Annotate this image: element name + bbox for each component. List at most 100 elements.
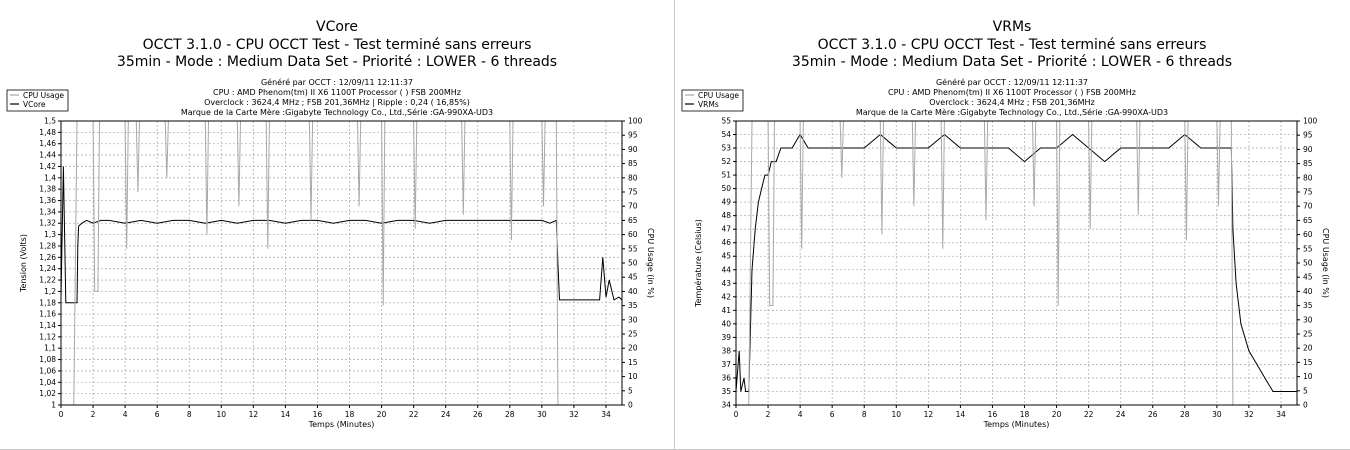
chart-title: VCore [316, 19, 358, 35]
y-tick-label: 1,28 [39, 241, 56, 250]
y2-tick-label: 65 [628, 216, 638, 225]
x-tick-label: 26 [1148, 410, 1158, 419]
x-tick-label: 14 [956, 410, 966, 419]
x-tick-label: 20 [377, 410, 387, 419]
y2-tick-label: 100 [1303, 117, 1318, 126]
y-tick-label: 1,36 [39, 196, 56, 205]
y-tick-label: 1,06 [39, 366, 56, 375]
y2-tick-label: 50 [628, 259, 638, 268]
x-tick-label: 0 [59, 410, 64, 419]
chart-title: VRMs [992, 19, 1032, 35]
y2-tick-label: 0 [1303, 401, 1308, 410]
info-overclock: Overclock : 3624,4 MHz ; FSB 201,36MHz |… [204, 98, 470, 107]
y-tick-label: 1,38 [39, 185, 56, 194]
y-tick-label: 48 [721, 211, 731, 220]
y-tick-label: 1,32 [39, 219, 56, 228]
x-tick-label: 30 [1212, 410, 1222, 419]
y-tick-label: 1,46 [39, 139, 56, 148]
x-tick-label: 32 [1244, 410, 1254, 419]
info-generated: Généré par OCCT : 12/09/11 12:11:37 [260, 78, 414, 87]
x-tick-label: 0 [734, 410, 739, 419]
y2-tick-label: 70 [628, 202, 638, 211]
y-tick-label: 43 [721, 279, 731, 288]
x-tick-label: 4 [798, 410, 803, 419]
y2-tick-label: 85 [628, 159, 638, 168]
chart-subtitle-2: 35min - Mode : Medium Data Set - Priorit… [791, 54, 1233, 70]
y2-tick-label: 40 [628, 287, 638, 296]
x-tick-label: 12 [924, 410, 934, 419]
y2-tick-label: 65 [1303, 216, 1313, 225]
y-tick-label: 53 [721, 144, 731, 153]
y-tick-label: 51 [721, 171, 731, 180]
x-tick-label: 6 [155, 410, 160, 419]
y-tick-label: 37 [721, 360, 731, 369]
y2-tick-label: 25 [1303, 330, 1313, 339]
y2-tick-label: 75 [628, 188, 638, 197]
y2-tick-label: 10 [628, 372, 638, 381]
y-tick-label: 41 [721, 306, 731, 315]
y-tick-label: 1,24 [39, 264, 56, 273]
x-tick-label: 10 [892, 410, 902, 419]
x-tick-label: 12 [249, 410, 259, 419]
x-tick-label: 2 [766, 410, 771, 419]
x-axis-label: Temps (Minutes) [983, 420, 1050, 429]
chart-subtitle-1: OCCT 3.1.0 - CPU OCCT Test - Test termin… [142, 37, 532, 53]
series-line-vrms [735, 133, 1297, 392]
y-tick-label: 1,1 [44, 344, 56, 353]
y2-tick-label: 10 [1303, 372, 1313, 381]
x-tick-label: 24 [1116, 410, 1126, 419]
y-tick-label: 1,12 [39, 332, 56, 341]
legend-box [681, 89, 744, 112]
y2-tick-label: 40 [1303, 287, 1313, 296]
y-tick-label: 1,5 [44, 117, 56, 126]
y-tick-label: 34 [721, 401, 731, 410]
y2-tick-label: 90 [1303, 145, 1313, 154]
y-tick-label: 46 [721, 238, 731, 247]
y-tick-label: 1,4 [44, 173, 56, 182]
y-tick-label: 1,34 [39, 207, 56, 216]
vrms-plot: 3435363738394041424344454647484950515253… [681, 89, 1330, 429]
x-tick-label: 2 [91, 410, 96, 419]
info-cpu: CPU : AMD Phenom(tm) II X6 1100T Process… [213, 88, 461, 97]
y-tick-label: 36 [721, 373, 731, 382]
chart-subtitle-1: OCCT 3.1.0 - CPU OCCT Test - Test termin… [817, 37, 1207, 53]
y-tick-label: 54 [721, 130, 731, 139]
y2-tick-label: 45 [628, 273, 638, 282]
y-tick-label: 1,04 [39, 378, 56, 387]
y-tick-label: 40 [721, 319, 731, 328]
x-tick-label: 20 [1052, 410, 1062, 419]
y-tick-label: 49 [721, 198, 731, 207]
y2-tick-label: 5 [1303, 386, 1308, 395]
vcore-panel: VCore OCCT 3.1.0 - CPU OCCT Test - Test … [0, 0, 674, 449]
y2-tick-label: 55 [1303, 244, 1313, 253]
legend-label: VCore [23, 100, 46, 109]
x-axis-label: Temps (Minutes) [308, 420, 375, 429]
y-tick-label: 44 [721, 265, 731, 274]
y2-tick-label: 20 [1303, 344, 1313, 353]
x-tick-label: 10 [217, 410, 227, 419]
y2-tick-label: 90 [628, 145, 638, 154]
y-tick-label: 42 [721, 292, 731, 301]
legend-box [6, 89, 69, 112]
y-axis-label: Température (Celsius) [693, 219, 703, 308]
y2-tick-label: 95 [1303, 131, 1313, 140]
y2-tick-label: 50 [1303, 259, 1313, 268]
x-tick-label: 18 [1020, 410, 1030, 419]
legend-label: VRMs [698, 100, 719, 109]
y-tick-label: 1,2 [44, 287, 56, 296]
y2-tick-label: 30 [628, 315, 638, 324]
x-tick-label: 14 [281, 410, 291, 419]
y-tick-label: 1,44 [39, 151, 56, 160]
y2-tick-label: 80 [1303, 173, 1313, 182]
plot-area [61, 121, 622, 405]
y2-tick-label: 95 [628, 131, 638, 140]
info-cpu: CPU : AMD Phenom(tm) II X6 1100T Process… [888, 88, 1136, 97]
y2-tick-label: 85 [1303, 159, 1313, 168]
y2-axis-label: CPU Usage (in %) [1321, 228, 1330, 298]
y-tick-label: 1,02 [39, 389, 56, 398]
x-tick-label: 24 [441, 410, 451, 419]
y2-tick-label: 35 [1303, 301, 1313, 310]
plot-frame [60, 120, 623, 406]
y-tick-label: 52 [721, 157, 731, 166]
y-axis-label: Tension (Volts) [19, 234, 28, 293]
